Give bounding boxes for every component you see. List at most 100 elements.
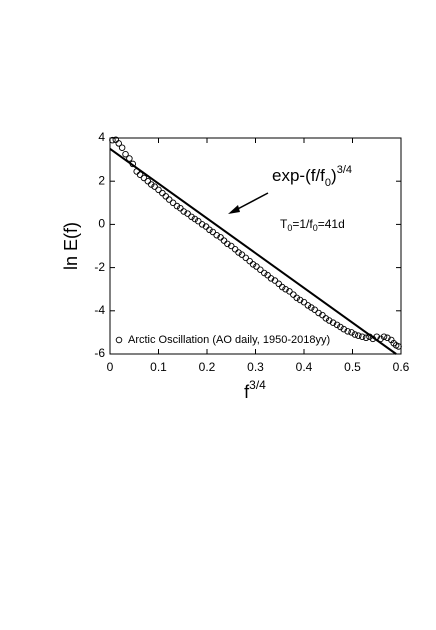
point: [260, 269, 268, 277]
point: [333, 321, 341, 329]
ann-part: ): [331, 166, 337, 185]
point: [300, 298, 308, 306]
point: [358, 333, 366, 340]
x-tick-label: 0.6: [393, 360, 410, 374]
point: [286, 288, 293, 295]
point: [355, 332, 362, 339]
point: [147, 181, 155, 188]
point: [282, 285, 289, 293]
point: [311, 306, 318, 313]
point: [315, 309, 322, 317]
point: [246, 257, 253, 265]
x-tick-label: 0.5: [344, 360, 361, 374]
point: [173, 202, 181, 210]
point: [242, 254, 250, 262]
point: [224, 240, 231, 248]
point: [340, 325, 348, 333]
point: [395, 343, 402, 350]
point: [271, 277, 279, 284]
ann-sup: 3/4: [337, 164, 352, 176]
point: [188, 213, 195, 221]
legend-symbol: [115, 336, 123, 344]
point: [290, 291, 297, 298]
point: [151, 183, 158, 190]
x-label-exp: 3/4: [249, 378, 266, 392]
point: [184, 210, 191, 217]
point: [380, 333, 388, 340]
ann-part: T: [280, 217, 288, 231]
point: [322, 315, 330, 322]
x-tick-label: 0.4: [296, 360, 313, 374]
point: [384, 334, 391, 342]
ann-sub: 0: [313, 223, 318, 233]
point: [140, 174, 148, 182]
point: [209, 228, 217, 236]
point: [278, 283, 286, 291]
y-tick-label: 2: [98, 173, 105, 187]
point: [126, 155, 133, 162]
point: [169, 199, 177, 207]
y-tick-label: -2: [94, 260, 105, 274]
point: [198, 221, 206, 228]
point: [177, 204, 184, 212]
point: [253, 263, 260, 270]
point: [155, 186, 162, 194]
x-tick-label: 0.1: [150, 360, 167, 374]
ann-part: =41d: [318, 217, 345, 231]
point: [344, 328, 351, 335]
legend-label: Arctic Oscillation (AO daily, 1950-2018y…: [128, 334, 330, 346]
point: [122, 150, 129, 158]
point: [136, 171, 144, 178]
point: [159, 189, 166, 197]
y-tick-label: -6: [94, 346, 105, 360]
point: [275, 280, 283, 288]
point: [202, 223, 210, 230]
ann-sub: 0: [325, 177, 331, 189]
y-tick-label: 0: [98, 217, 105, 231]
ann-part: =1/f: [292, 217, 313, 231]
x-tick-label: 0: [107, 360, 114, 374]
annotation-formula: exp-(f/f0)3/4: [272, 164, 352, 189]
point: [180, 208, 187, 215]
x-tick-label: 0.3: [247, 360, 264, 374]
point: [213, 231, 220, 239]
point: [348, 329, 355, 336]
point: [165, 196, 173, 203]
point: [293, 294, 300, 302]
ann-part: exp-(f/f: [272, 166, 325, 185]
point: [257, 266, 264, 274]
ann-sub: 0: [287, 223, 292, 233]
point: [351, 331, 359, 338]
arrow-head: [228, 205, 240, 214]
point: [238, 251, 246, 258]
y-axis-label: ln E(f): [61, 222, 81, 270]
point: [325, 317, 333, 324]
point: [304, 302, 312, 309]
point: [319, 311, 326, 319]
point: [115, 140, 122, 147]
point: [109, 136, 116, 144]
annotation-t0: T0=1/f0=41d: [280, 217, 345, 233]
point: [267, 275, 275, 282]
point: [329, 319, 337, 326]
point: [162, 193, 170, 200]
point: [206, 226, 213, 234]
point: [220, 237, 228, 244]
point: [337, 323, 344, 331]
point: [264, 271, 271, 279]
x-axis-label: f3/4: [244, 378, 266, 402]
point: [231, 245, 239, 253]
point: [235, 249, 242, 256]
y-tick-label: 4: [98, 130, 105, 144]
point: [195, 217, 202, 225]
x-tick-label: 0.2: [199, 360, 216, 374]
point: [144, 177, 152, 185]
point: [308, 304, 315, 311]
point: [362, 334, 370, 342]
point: [227, 242, 235, 250]
point: [296, 296, 304, 304]
y-tick-label: -4: [94, 303, 105, 317]
point: [118, 144, 126, 151]
